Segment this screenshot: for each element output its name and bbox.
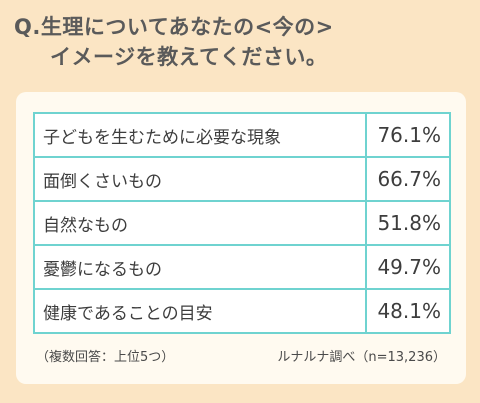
results-table: 子どもを生むために必要な現象 76.1% 面倒くさいもの 66.7% 自然なもの…	[33, 112, 451, 334]
row-value: 51.8%	[377, 211, 441, 235]
row-value: 49.7%	[377, 255, 441, 279]
table-row: 健康であることの目安 48.1%	[35, 290, 449, 332]
table-row: 憂鬱になるもの 49.7%	[35, 246, 449, 290]
row-value: 48.1%	[377, 299, 441, 323]
row-label: 憂鬱になるもの	[35, 246, 367, 288]
question-title: Q.生理についてあなたの<今の> イメージを教えてください。	[14, 12, 334, 72]
table-row: 面倒くさいもの 66.7%	[35, 158, 449, 202]
row-value: 76.1%	[377, 123, 441, 147]
row-label: 面倒くさいもの	[35, 158, 367, 200]
question-line-1: Q.生理についてあなたの<今の>	[14, 15, 334, 39]
table-row: 子どもを生むために必要な現象 76.1%	[35, 114, 449, 158]
row-label: 自然なもの	[35, 202, 367, 244]
question-line-2: イメージを教えてください。	[50, 45, 328, 69]
footnote: （複数回答：上位5つ）	[36, 350, 175, 365]
table-row: 自然なもの 51.8%	[35, 202, 449, 246]
row-value: 66.7%	[377, 167, 441, 191]
source-note: ルナルナ調べ（n=13,236）	[277, 350, 446, 365]
row-label: 健康であることの目安	[35, 290, 367, 332]
row-label: 子どもを生むために必要な現象	[35, 114, 367, 156]
